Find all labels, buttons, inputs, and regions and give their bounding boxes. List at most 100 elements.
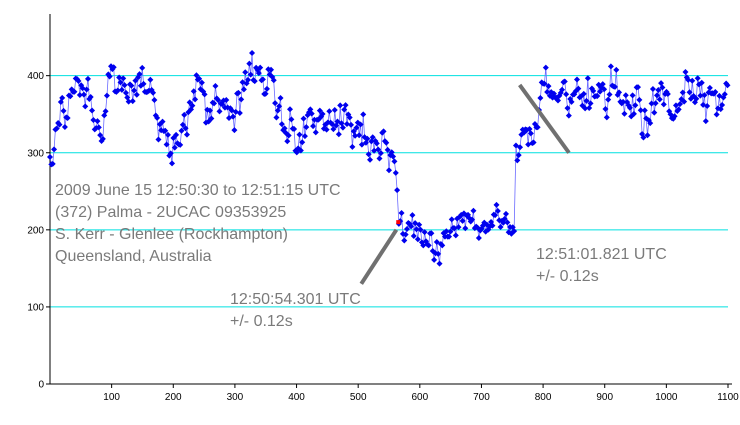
data-point-170 [277,94,284,101]
data-point-204 [323,126,330,133]
data-point-97 [178,127,185,134]
data-point-301 [455,224,462,231]
data-point-61 [129,98,136,105]
data-point-337 [504,219,511,226]
data-point-329 [493,201,500,208]
x-tick-label-100: 100 [103,392,120,403]
data-point-442 [647,120,654,127]
data-point-419 [616,89,623,96]
data-point-395 [583,97,590,104]
data-point-51 [116,74,123,81]
data-point-253 [390,153,397,160]
data-point-130 [223,96,230,103]
data-point-124 [215,97,222,104]
data-point-388 [573,76,580,83]
x-tick-label-800: 800 [535,392,552,403]
data-point-25 [80,91,87,98]
data-point-412 [606,91,613,98]
data-point-447 [653,92,660,99]
y-tick-label-0: 0 [38,380,44,391]
data-point-486 [706,84,713,91]
data-point-64 [133,91,140,98]
data-point-155 [257,64,264,71]
data-point-186 [299,139,306,146]
data-point-151 [251,78,258,85]
data-point-5 [53,125,60,132]
data-point-105 [189,102,196,109]
data-point-394 [582,105,589,112]
data-point-483 [702,118,709,125]
data-point-417 [613,66,620,73]
highlight-point [396,220,401,225]
data-point-37 [97,132,104,139]
gridlines [50,75,728,308]
data-point-342 [511,228,518,235]
data-point-259 [398,210,405,217]
data-point-68 [139,64,146,71]
info-line-1: 2009 June 15 12:50:30 to 12:51:15 UTC [55,182,341,199]
data-point-289 [439,242,446,249]
data-point-316 [475,235,482,242]
data-point-344 [514,157,521,164]
x-tick-label-200: 200 [165,392,182,403]
data-point-464 [677,100,684,107]
data-point-62 [131,87,138,94]
data-point-499 [724,82,731,89]
data-point-389 [575,85,582,92]
data-point-32 [90,117,97,124]
data-point-217 [341,106,348,113]
x-tick-label-900: 900 [596,392,613,403]
data-point-13 [64,115,71,122]
data-point-440 [644,132,651,139]
data-point-213 [335,131,342,138]
data-point-267 [409,212,416,219]
data-point-69 [140,80,147,87]
data-point-353 [526,125,533,132]
annotation-1-error: +/- 0.12s [230,313,293,330]
data-point-79 [154,114,161,121]
data-point-230 [358,141,365,148]
data-point-140 [236,110,243,117]
data-point-479 [697,92,704,99]
data-point-135 [230,113,237,120]
data-point-238 [369,134,376,141]
data-point-99 [181,111,188,118]
data-point-41 [102,108,109,115]
data-point-107 [192,96,199,103]
data-point-180 [291,125,298,132]
data-point-283 [431,256,438,263]
data-point-47 [110,64,117,71]
data-point-471 [686,89,693,96]
data-point-201 [319,110,326,117]
data-point-2 [49,160,56,167]
data-point-452 [660,101,667,108]
data-point-89 [167,150,174,157]
data-point-382 [565,112,572,119]
data-point-235 [365,151,372,158]
data-point-306 [462,225,469,232]
data-point-351 [523,126,530,133]
data-point-450 [658,80,665,87]
data-point-377 [559,86,566,93]
data-point-445 [651,109,658,116]
data-point-146 [244,76,251,83]
data-point-224 [350,128,357,135]
annotations: 2009 June 15 12:50:30 to 12:51:15 UTC (3… [55,83,667,330]
data-point-397 [586,104,593,111]
data-point-165 [270,77,277,84]
data-point-437 [640,134,647,141]
data-point-408 [601,86,608,93]
data-point-210 [331,107,338,114]
data-point-53 [118,86,125,93]
data-point-413 [607,63,614,70]
data-point-74 [147,76,154,83]
data-point-9 [59,94,66,101]
data-point-114 [201,91,208,98]
data-point-497 [721,91,728,98]
data-point-271 [414,236,421,243]
y-tick-label-300: 300 [27,148,44,159]
data-point-175 [284,138,291,145]
data-point-287 [436,260,443,267]
data-point-242 [375,146,382,153]
data-point-495 [719,102,726,109]
